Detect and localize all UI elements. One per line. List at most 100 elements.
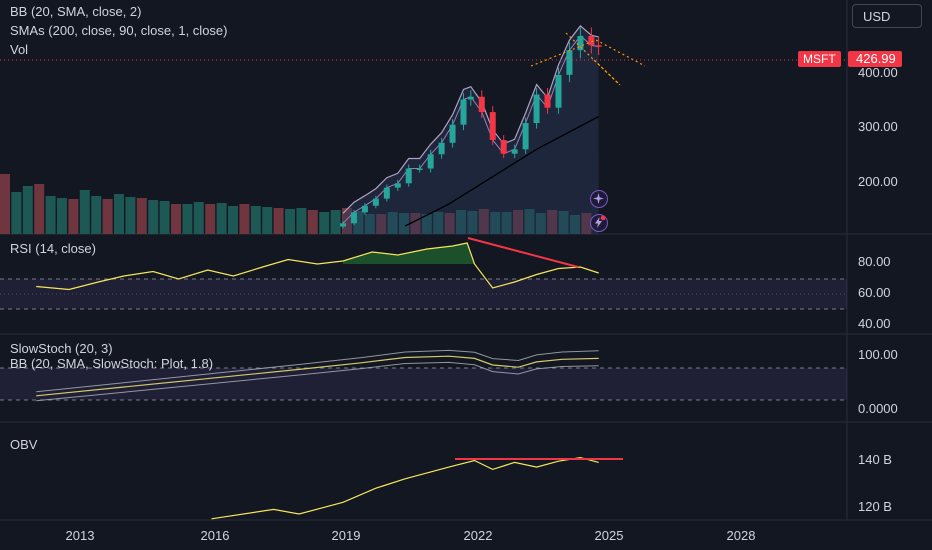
bollinger-upper-band [342,25,599,214]
candle-body [467,96,474,100]
volume-bar [148,200,159,234]
sparkle-icon[interactable] [590,190,608,208]
volume-bar [22,186,33,234]
candle-body [577,35,584,51]
volume-bar [581,213,592,234]
volume-bar [296,208,307,234]
x-tick: 2016 [200,528,230,543]
stoch-bb-upper [36,349,599,393]
volume-bar [125,197,136,234]
legend-vol[interactable]: Vol [10,42,29,57]
candle-body [339,223,346,227]
candlesticks [339,27,602,229]
volume-bar [285,209,295,234]
rsi-tick: 80.00 [858,254,891,269]
candle-body [405,168,412,184]
candle-body [478,96,485,113]
volume-bar [228,206,238,234]
volume-bar [171,204,181,234]
candle-body [566,50,573,75]
volume-bar [193,202,204,234]
volume-bar [319,212,330,234]
volume-bar [159,201,170,234]
legend-bb-stoch[interactable]: BB (20, SMA, SlowStoch: Plot, 1.8) [10,356,214,371]
currency-button[interactable]: USD [852,4,922,28]
rsi-band [0,279,847,309]
volume-bar [535,213,546,234]
volume-bar [239,204,250,234]
volume-bar [547,210,558,234]
volume-bar [216,203,227,234]
rsi-tick: 60.00 [858,285,891,300]
candle-body [383,187,390,199]
volume-bar [250,206,261,234]
lightning-alert-icon[interactable] [590,214,608,232]
volume-bar [490,212,501,234]
volume-bar [467,211,478,234]
candle-body [449,124,456,143]
volume-bar [387,212,398,234]
legend-rsi[interactable]: RSI (14, close) [10,241,96,256]
volume-bar [421,214,432,234]
candle-body [427,154,434,169]
volume-bar [342,208,352,234]
price-tick: 200.00 [858,174,898,189]
x-tick: 2019 [331,528,361,543]
candle-body [595,45,602,47]
volume-bar [307,210,318,234]
volume-bar [410,213,421,234]
volume-bar [79,190,90,234]
x-tick: 2022 [463,528,493,543]
volume-bar [478,209,489,234]
volume-bar [330,210,341,234]
rsi-divergence-trendline [467,237,579,268]
volume-bars [0,174,592,234]
candle-body [533,94,540,124]
volume-bar [273,208,284,234]
candle-body [544,94,551,108]
volume-bar [11,192,22,234]
x-tick: 2013 [65,528,95,543]
volume-bar [45,196,56,234]
x-tick: 2025 [594,528,624,543]
volume-bar [558,211,569,234]
volume-bar [399,213,409,234]
volume-bar [513,210,523,234]
candle-body [489,112,496,141]
legend-bb[interactable]: BB (20, SMA, close, 2) [10,4,142,19]
legend-slowstoch[interactable]: SlowStoch (20, 3) [10,341,113,356]
volume-bar [136,198,147,234]
legend-obv[interactable]: OBV [10,437,38,452]
candle-body [555,74,562,108]
candle-body [361,205,368,213]
volume-bar [205,204,216,234]
candle-body [500,140,507,154]
candle-body [394,183,401,188]
volume-bar [114,194,124,234]
candle-body [372,198,379,206]
obv-tick: 140 B [858,452,892,467]
volume-bar [353,211,364,234]
candle-body [438,142,445,155]
volume-bar [57,198,67,234]
volume-bar [102,199,113,234]
volume-bar [501,212,512,234]
sma-200-line [404,115,600,227]
candle-body [522,123,529,150]
bollinger-band-fill [342,25,599,235]
rsi-tick: 40.00 [858,316,891,331]
volume-bar [376,214,387,234]
candle-body [511,149,518,154]
stoch-band [0,368,847,400]
volume-bar [91,196,102,234]
stoch-tick: 100.00 [858,347,898,362]
candle-body [588,35,595,46]
volume-bar [34,184,45,234]
volume-bar [433,212,444,234]
symbol-tag: MSFT [798,51,841,67]
legend-smas[interactable]: SMAs (200, close, 90, close, 1, close) [10,23,228,38]
volume-bar [456,210,466,234]
stoch-bb-lower [36,361,599,402]
price-tick: 300.00 [858,119,898,134]
